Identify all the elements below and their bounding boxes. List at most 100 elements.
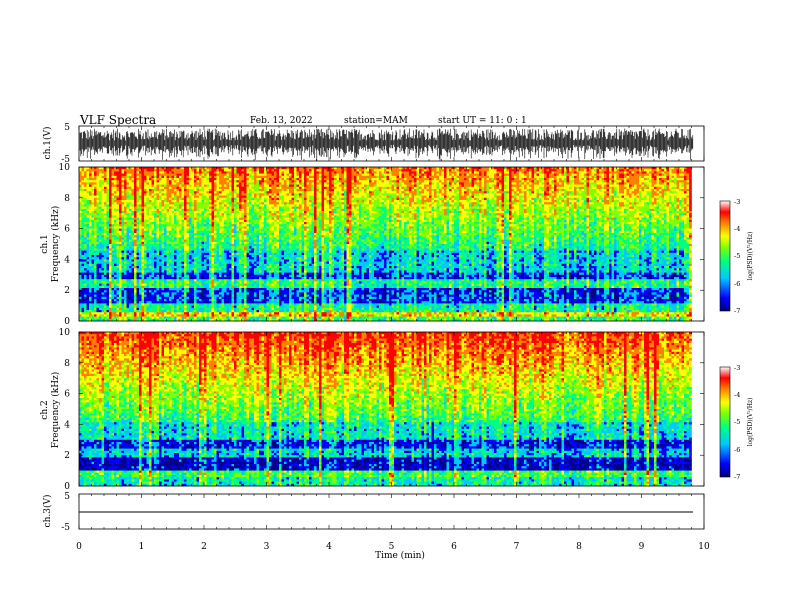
spectrogram-cell [432,182,435,185]
spectrogram-cell [114,174,117,177]
spectrogram-cell [637,193,640,196]
spectrogram-cell [502,196,505,199]
spectrogram-cell [554,182,557,185]
spectrogram-cell [634,202,637,205]
spectrogram-cell [417,209,420,212]
spectrogram-cell [177,176,180,179]
spectrogram-cell [367,180,370,183]
spectrogram-cell [392,198,395,201]
spectrogram-cell [507,182,510,185]
spectrogram-cell [149,193,152,196]
spectrogram-cell [262,198,265,201]
spectrogram-cell [359,187,362,190]
spectrogram-cell [664,191,667,194]
spectrogram-cell [337,196,340,199]
spectrogram-cell [134,180,137,183]
spectrogram-cell [689,204,692,207]
spectrogram-cell [622,185,625,188]
spectrogram-cell [309,182,312,185]
spectrogram-cell [547,187,550,190]
spectrogram-cell [147,196,150,199]
spectrogram-cell [579,185,582,188]
spectrogram-cell [207,171,210,174]
spectrogram-cell [649,189,652,192]
spectrogram-cell [154,189,157,192]
spectrogram-cell [614,200,617,203]
spectrogram-cell [322,198,325,201]
spectrogram-cell [447,178,450,181]
spectrogram-cell [84,196,87,199]
spectrogram-cell [162,176,165,179]
spectrogram-cell [682,193,685,196]
spectrogram-cell [309,174,312,177]
spectrogram-cell [297,178,300,181]
spectrogram-cell [514,185,517,188]
spectrogram-cell [472,209,475,212]
spectrogram-cell [229,200,232,203]
spectrogram-cell [249,180,252,183]
spectrogram-cell [122,187,125,190]
spectrogram-cell [234,200,237,203]
spectrogram-cell [522,191,525,194]
spectrogram-cell [669,171,672,174]
spectrogram-cell [489,176,492,179]
spectrogram-cell [114,187,117,190]
spectrogram-cell [517,180,520,183]
spectrogram-cell [592,202,595,205]
spectrogram-cell [277,204,280,207]
spectrogram-cell [134,202,137,205]
spectrogram-cell [249,198,252,201]
spectrogram-cell [237,176,240,179]
spectrogram-cell [334,182,337,185]
spectrogram-cell [554,187,557,190]
spectrogram-cell [654,202,657,205]
spectrogram-cell [272,207,275,210]
spectrogram-cell [304,174,307,177]
spectrogram-cell [507,176,510,179]
spectrogram-cell [104,178,107,181]
spectrogram-cell [142,174,145,177]
spectrogram-cell [104,185,107,188]
spectrogram-cell [182,187,185,190]
spectrogram-cell [412,182,415,185]
spectrogram-cell [139,174,142,177]
spectrogram-cell [472,169,475,172]
spectrogram-cell [614,182,617,185]
spectrogram-cell [204,185,207,188]
spectrogram-cell [662,198,665,201]
spectrogram-cell [472,200,475,203]
spectrogram-cell [187,196,190,199]
spectrogram-cell [467,202,470,205]
spectrogram-cell [147,180,150,183]
spectrogram-cell [302,187,305,190]
spectrogram-cell [464,207,467,210]
spectrogram-cell [307,198,310,201]
spectrogram-cell [344,169,347,172]
spectrogram-cell [337,191,340,194]
spectrogram-cell [119,189,122,192]
spectrogram-cell [227,196,230,199]
spectrogram-cell [134,171,137,174]
spectrogram-cell [647,169,650,172]
spectrogram-cell [244,207,247,210]
spectrogram-cell [619,198,622,201]
spectrogram-cell [337,171,340,174]
spectrogram-cell [527,209,530,212]
spectrogram-cell [142,202,145,205]
spectrogram-cell [322,169,325,172]
spectrogram-cell [434,189,437,192]
spectrogram-cell [292,196,295,199]
spectrogram-cell [322,207,325,210]
spectrogram-cell [582,200,585,203]
spectrogram-cell [457,171,460,174]
spectrogram-cell [242,202,245,205]
spectrogram-cell [487,169,490,172]
spectrogram-cell [139,196,142,199]
spectrogram-cell [137,174,140,177]
spectrogram-cell [102,204,105,207]
spectrogram-cell [494,174,497,177]
spectrogram-cell [187,182,190,185]
spectrogram-cell [99,178,102,181]
spectrogram-cell [267,185,270,188]
spectrogram-cell [679,191,682,194]
